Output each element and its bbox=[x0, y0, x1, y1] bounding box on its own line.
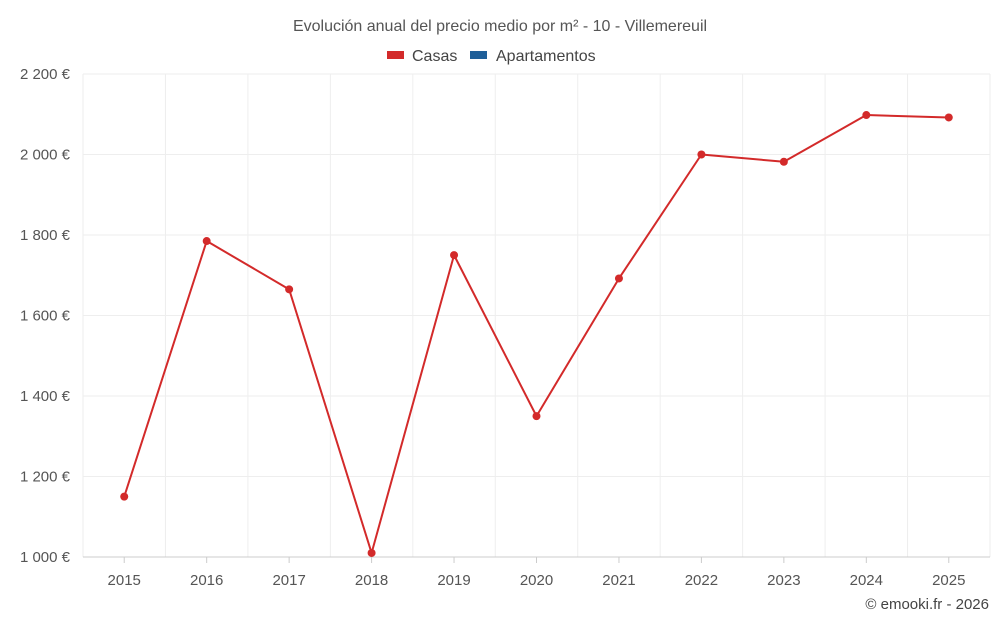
axes: 1 000 € 1 200 € 1 400 € 1 600 € 1 800 € 2 000… bbox=[20, 66, 990, 589]
x-tick-label: 2018 bbox=[355, 572, 388, 589]
legend-swatch-casas bbox=[387, 51, 404, 59]
legend-label-apartamentos: Apartamentos bbox=[496, 48, 596, 65]
y-tick-label: 1 200 € bbox=[20, 469, 71, 486]
legend-item-apartamentos[interactable]: Apartamentos bbox=[470, 48, 596, 65]
data-point-casas[interactable] bbox=[944, 113, 953, 122]
x-tick-label: 2020 bbox=[520, 572, 553, 589]
series bbox=[120, 111, 953, 557]
x-tick-label: 2022 bbox=[685, 572, 718, 589]
y-tick-label: 1 600 € bbox=[20, 308, 71, 325]
credit-text: © emooki.fr - 2026 bbox=[865, 596, 989, 613]
data-point-casas[interactable] bbox=[285, 285, 294, 294]
legend-label-casas: Casas bbox=[412, 48, 457, 65]
data-point-casas[interactable] bbox=[120, 492, 129, 501]
x-tick-label: 2025 bbox=[932, 572, 965, 589]
x-tick-label: 2019 bbox=[437, 572, 470, 589]
x-tick-label: 2017 bbox=[272, 572, 305, 589]
data-point-casas[interactable] bbox=[532, 412, 541, 421]
data-point-casas[interactable] bbox=[202, 237, 211, 246]
y-tick-label: 1 000 € bbox=[20, 549, 71, 566]
legend-swatch-apartamentos bbox=[470, 51, 487, 59]
x-tick-label: 2021 bbox=[602, 572, 635, 589]
y-tick-label: 1 800 € bbox=[20, 227, 71, 244]
legend: Casas Apartamentos bbox=[387, 48, 596, 65]
x-tick-label: 2023 bbox=[767, 572, 800, 589]
chart-title: Evolución anual del precio medio por m² … bbox=[293, 18, 707, 35]
x-tick-label: 2015 bbox=[108, 572, 141, 589]
data-point-casas[interactable] bbox=[697, 150, 706, 159]
y-tick-label: 2 200 € bbox=[20, 66, 71, 83]
x-tick-label: 2016 bbox=[190, 572, 223, 589]
data-point-casas[interactable] bbox=[367, 548, 376, 557]
data-point-casas[interactable] bbox=[779, 157, 788, 166]
data-point-casas[interactable] bbox=[614, 274, 623, 283]
y-tick-label: 2 000 € bbox=[20, 147, 71, 164]
data-point-casas[interactable] bbox=[450, 251, 459, 260]
legend-item-casas[interactable]: Casas bbox=[387, 48, 457, 65]
x-tick-label: 2024 bbox=[850, 572, 883, 589]
y-tick-label: 1 400 € bbox=[20, 388, 71, 405]
data-point-casas[interactable] bbox=[862, 111, 871, 120]
grid bbox=[82, 73, 991, 557]
